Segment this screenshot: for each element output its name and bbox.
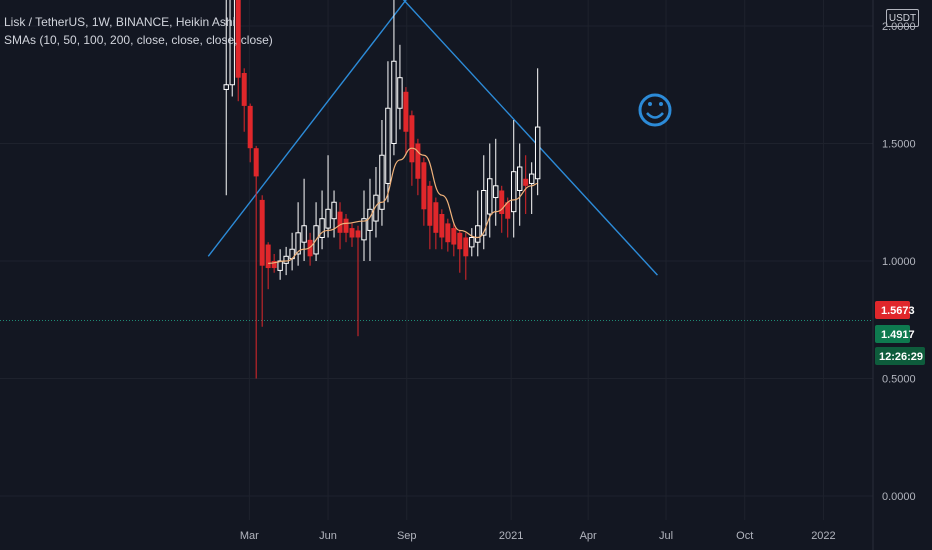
candle-body (415, 143, 421, 179)
timer-pill: 12:26:29 (875, 347, 925, 365)
candles (223, 0, 541, 379)
candle-body (499, 190, 505, 214)
candle-body (534, 126, 541, 180)
candle-body (457, 232, 463, 250)
smiley-icon (638, 93, 672, 127)
candle-body (271, 261, 277, 269)
x-tick-label: Apr (580, 530, 597, 542)
candle-body (451, 228, 457, 245)
candle-body (505, 202, 511, 219)
candle-body (265, 244, 271, 269)
candle-body (301, 225, 307, 243)
trendlines (207, 0, 658, 276)
y-tick-label: 1.0000 (882, 256, 916, 268)
x-tick-label: Mar (240, 530, 259, 542)
x-tick-label: Jul (659, 530, 673, 542)
candle-body (397, 77, 403, 109)
candle-body (241, 73, 247, 106)
candle-body (463, 237, 469, 257)
x-tick-label: Oct (736, 530, 753, 542)
candle-body (511, 171, 517, 213)
candle-body (343, 218, 349, 233)
x-axis-ticks: Mar Jun Sep 2021 Apr Jul Oct 2022 (240, 530, 836, 542)
candle-body (433, 202, 439, 233)
candle-body (528, 173, 535, 184)
candle-body (247, 105, 253, 149)
y-tick-label: 0.5000 (882, 374, 916, 386)
candle-body (421, 162, 427, 210)
y-tick-label: 1.5000 (882, 139, 916, 151)
candle-body (517, 166, 523, 191)
candle-body (427, 185, 433, 226)
candle-body (475, 225, 481, 243)
candle-body (235, 0, 241, 78)
candle-body (493, 185, 499, 199)
candle-body (337, 211, 343, 233)
candle-body (385, 107, 391, 184)
candle-body (349, 228, 355, 238)
chart-grid (0, 25, 873, 497)
indicator-label[interactable]: SMAs (10, 50, 100, 200, close, close, cl… (4, 33, 273, 47)
candle-body (469, 237, 475, 248)
candle-body (325, 208, 331, 229)
candle-body (295, 232, 301, 255)
chart-x-grid (248, 0, 824, 520)
candle-body (361, 218, 367, 241)
y-axis-ticks: 0.00000.50001.00001.50002.00002.50003.00… (882, 21, 916, 503)
candle-body (373, 194, 379, 222)
x-tick-label: 2022 (811, 530, 835, 542)
candle-body (379, 154, 385, 210)
trendline (402, 0, 658, 276)
x-tick-label: Sep (397, 530, 417, 542)
price-pill: 1.5673 (875, 301, 915, 319)
candle-body (331, 201, 337, 220)
candle-body (439, 214, 445, 238)
price-scale-bg (873, 0, 932, 550)
x-tick-label: Jun (319, 530, 337, 542)
candle-body (481, 190, 487, 236)
candle-body (487, 178, 493, 215)
candle-body (391, 60, 397, 144)
chart-legend: Lisk / TetherUS, 1W, BINANCE, Heikin Ash… (4, 13, 273, 49)
candle-body (283, 255, 289, 264)
timer-pill-text: 12:26:29 (879, 351, 923, 363)
candle-body (307, 239, 313, 257)
currency-unit-button[interactable]: USDT (886, 9, 919, 27)
symbol-title[interactable]: Lisk / TetherUS, 1W, BINANCE, Heikin Ash… (4, 15, 236, 29)
sma-line (268, 147, 538, 264)
candle-body (229, 0, 235, 86)
candle-body (523, 178, 529, 186)
sma-pill-text: 1.4917 (881, 329, 915, 341)
candle-body (403, 91, 409, 132)
price-pill-text: 1.5673 (881, 305, 915, 317)
y-tick-label: 2.0000 (882, 21, 916, 33)
candle-body (409, 115, 415, 163)
candle-body (253, 148, 259, 177)
candle-body (445, 223, 451, 243)
candle-body (223, 84, 229, 90)
candle-body (259, 199, 265, 266)
sma-pill: 1.4917 (875, 325, 915, 343)
trendline (207, 0, 407, 257)
candle-body (355, 230, 361, 238)
candle-body (319, 218, 325, 238)
x-tick-label: 2021 (499, 530, 523, 542)
y-tick-label: 0.0000 (882, 491, 916, 503)
